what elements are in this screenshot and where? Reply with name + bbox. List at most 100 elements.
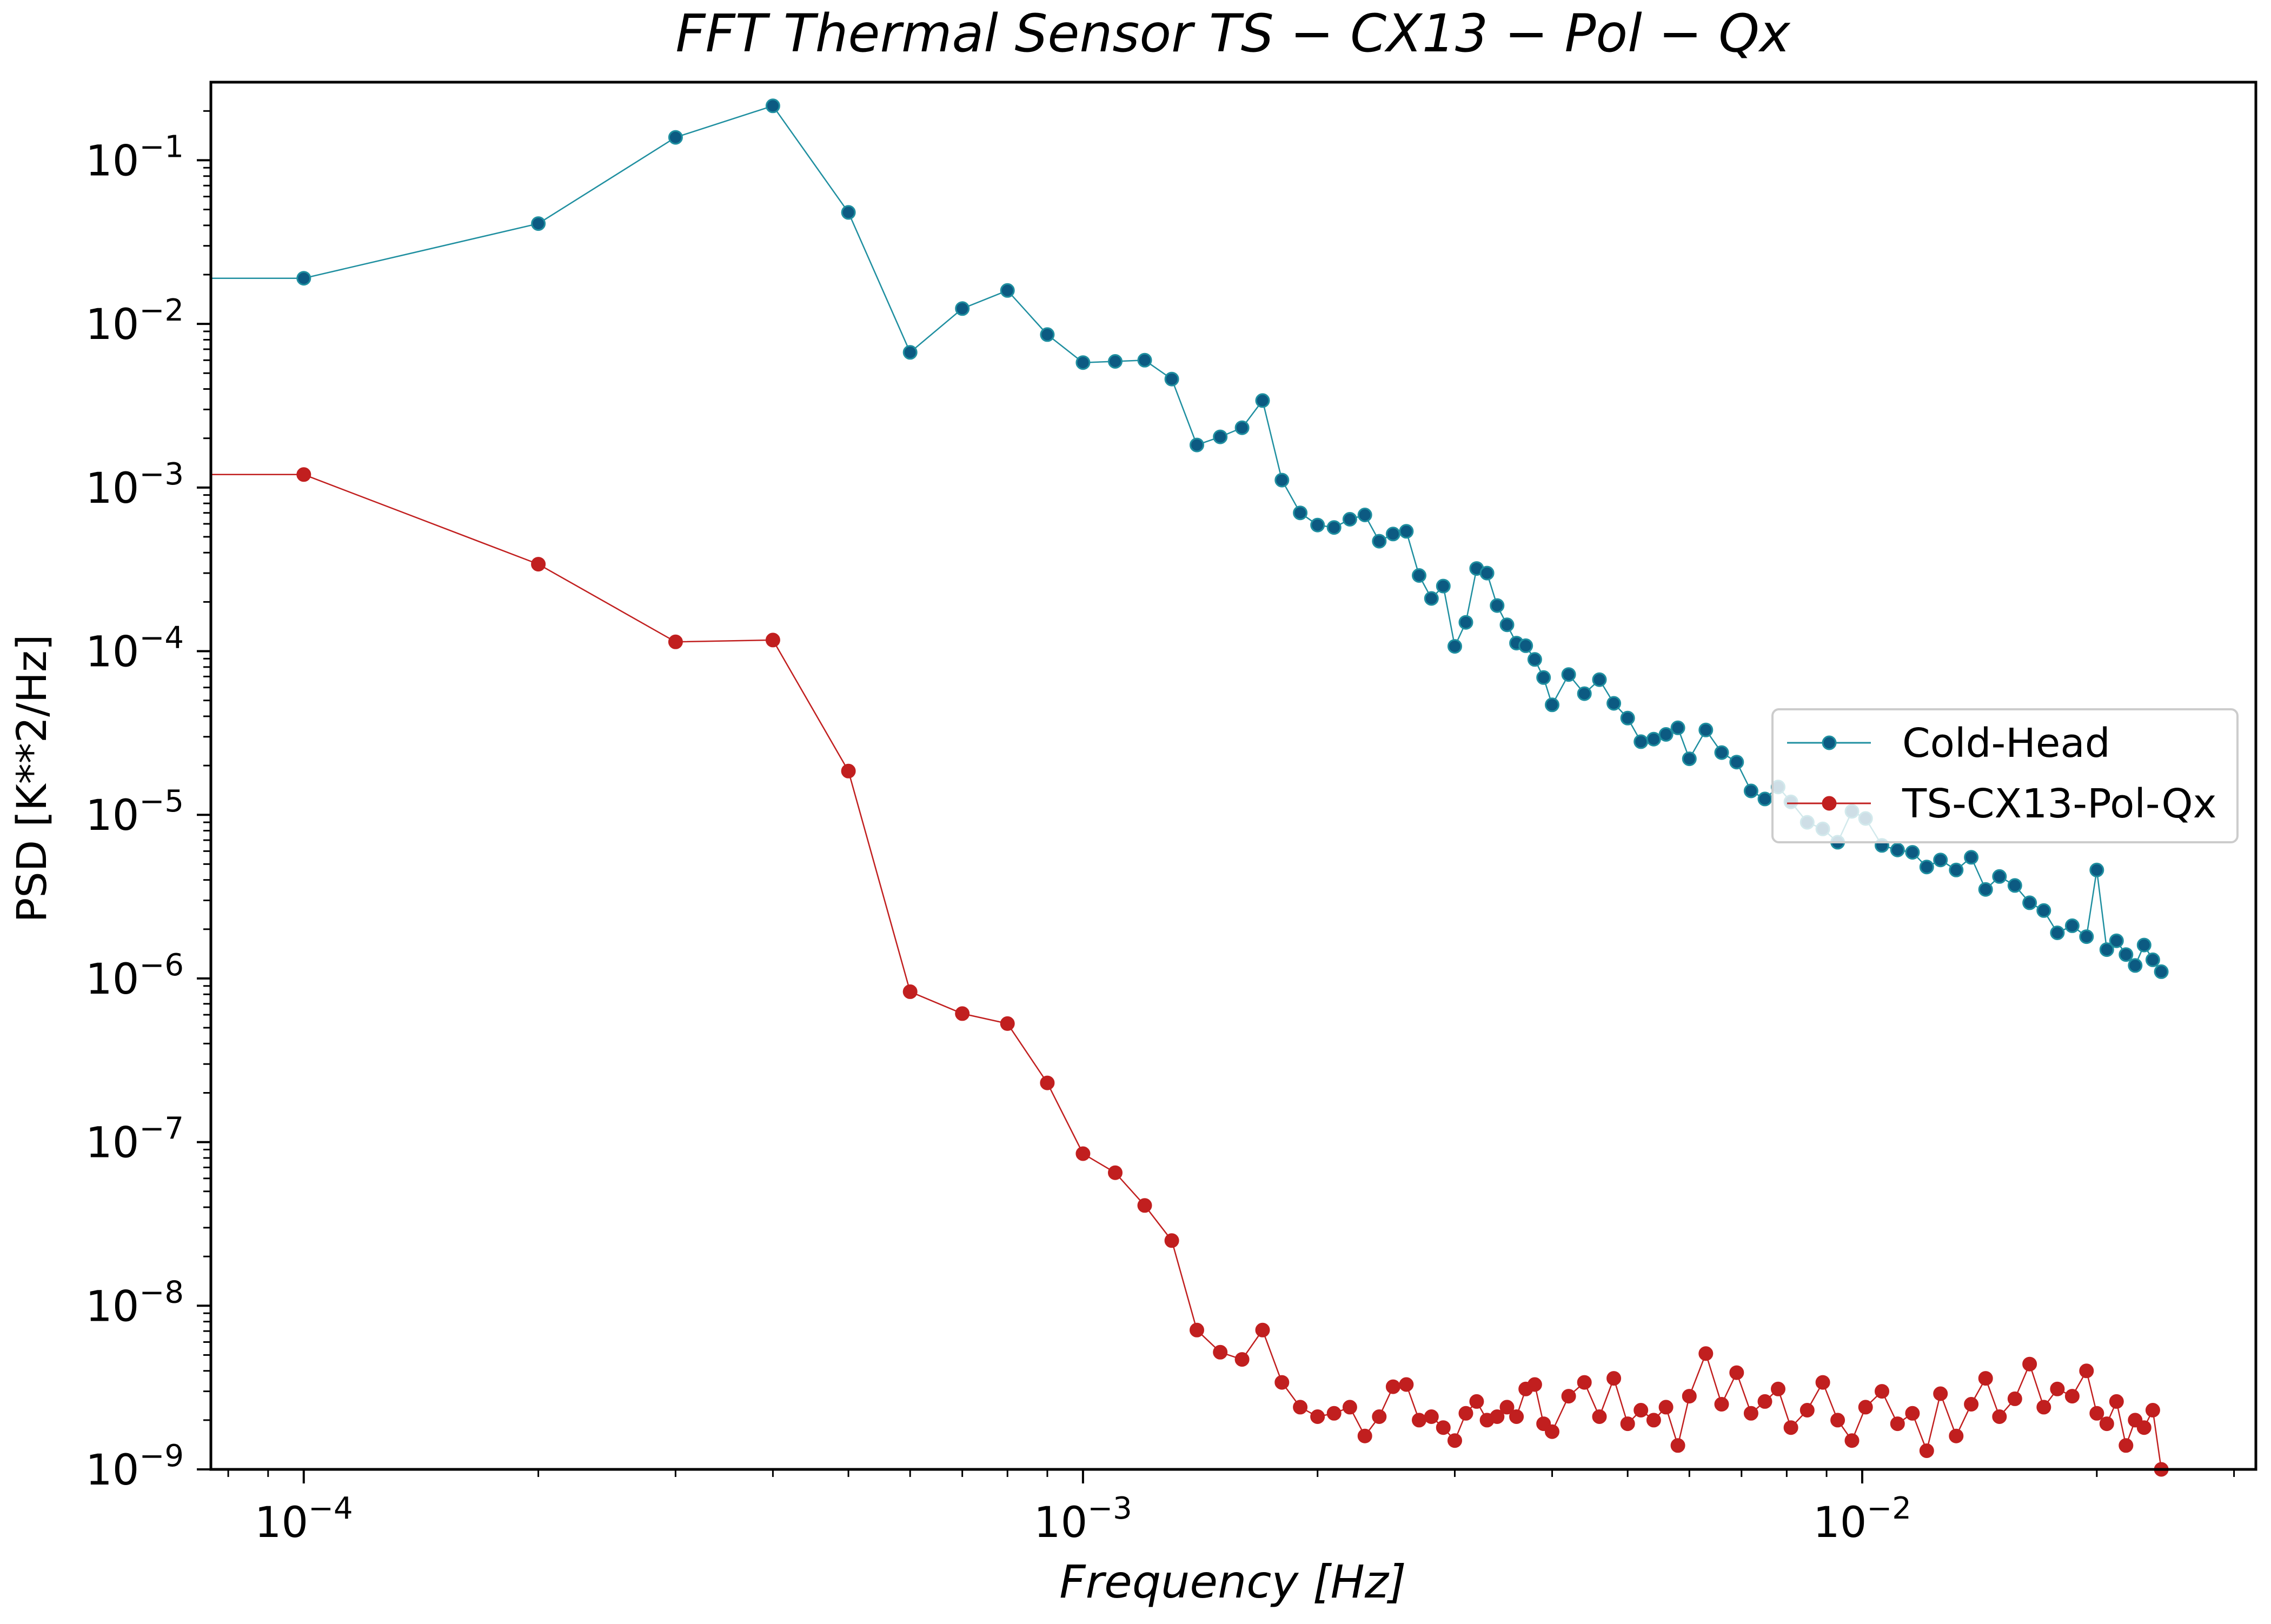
data-point: [1830, 1413, 1845, 1428]
legend-item: Cold-Head: [1787, 720, 2110, 767]
data-point: [1234, 420, 1250, 435]
data-point: [1633, 1403, 1649, 1417]
data-point: [1412, 568, 1426, 583]
data-point: [1342, 1400, 1357, 1415]
data-point: [2119, 1438, 2134, 1453]
data-point: [1527, 1377, 1542, 1392]
data-point: [1658, 727, 1674, 742]
data-point: [2119, 947, 2134, 962]
y-tick-label: 10−3: [85, 457, 184, 513]
data-point: [1436, 578, 1451, 594]
data-point: [1964, 1397, 1979, 1412]
data-point: [1561, 667, 1576, 682]
series-line: [211, 474, 2162, 1470]
data-point: [1255, 1322, 1270, 1337]
data-point: [1682, 751, 1697, 767]
data-point: [1978, 1371, 1993, 1386]
data-point: [1592, 672, 1607, 687]
data-point: [531, 216, 546, 231]
data-point: [296, 271, 311, 286]
data-point: [2145, 1403, 2160, 1417]
data-point: [1436, 1420, 1451, 1435]
data-point: [2089, 1406, 2104, 1421]
data-point: [1799, 1403, 1815, 1417]
data-point: [1783, 1420, 1798, 1435]
data-point: [1447, 639, 1462, 654]
data-point: [1698, 722, 1714, 737]
data-point: [1499, 617, 1515, 633]
data-point: [2099, 942, 2114, 957]
data-point: [841, 205, 856, 220]
data-point: [1342, 512, 1357, 527]
data-point: [1757, 791, 1772, 807]
data-point: [1670, 720, 1685, 735]
data-point: [1357, 508, 1372, 522]
data-point: [1729, 755, 1744, 770]
data-point: [1933, 1386, 1948, 1401]
data-point: [1919, 860, 1934, 875]
data-point: [1412, 1413, 1426, 1428]
data-point: [2007, 1391, 2022, 1406]
data-point: [1890, 842, 1905, 857]
data-point: [1399, 524, 1414, 539]
data-point: [841, 763, 856, 778]
ticks-layer: 10−4 10−3 10−2 10−1 10−2 10−3 10−4 10−5 10−6 10−7…: [85, 110, 2235, 1547]
y-tick-label: 10−5: [85, 784, 184, 840]
data-point: [1743, 1406, 1758, 1421]
data-point: [1137, 1198, 1152, 1213]
data-point: [2128, 958, 2143, 973]
data-point: [1372, 534, 1387, 549]
data-point: [1040, 1075, 1055, 1090]
y-tick-label: 10−9: [85, 1439, 184, 1495]
data-point: [1213, 1345, 1228, 1360]
data-point: [1964, 850, 1979, 865]
data-point: [1978, 882, 1993, 897]
x-axis-label: Frequency [Hz]: [1059, 1555, 1406, 1608]
data-point: [2136, 937, 2152, 953]
data-point: [1992, 869, 2007, 884]
data-point: [1424, 591, 1439, 606]
data-point: [1518, 638, 1533, 653]
y-tick-label: 10−2: [85, 293, 184, 349]
data-point: [1646, 1413, 1661, 1428]
data-point: [1771, 1381, 1785, 1396]
data-point: [1190, 437, 1204, 452]
data-point: [1620, 1416, 1635, 1432]
data-point: [2099, 1416, 2114, 1432]
data-point: [1577, 1375, 1592, 1390]
y-tick-label: 10−1: [85, 129, 184, 185]
data-point: [1729, 1365, 1744, 1380]
data-point: [2145, 952, 2160, 967]
data-point: [2109, 933, 2124, 948]
data-point: [2079, 1363, 2094, 1379]
legend-label: Cold-Head: [1902, 720, 2110, 767]
data-point: [1137, 352, 1152, 368]
data-point: [1490, 1409, 1505, 1424]
legend-label: TS-CX13-Pol-Qx: [1902, 781, 2216, 827]
data-point: [2109, 1394, 2124, 1409]
data-point: [2136, 1420, 2152, 1435]
data-point: [1815, 1375, 1830, 1390]
data-point: [2036, 1400, 2051, 1415]
data-point: [1592, 1409, 1607, 1424]
x-tick-label: 10−3: [1034, 1491, 1132, 1547]
chart-title: FFT Thermal Sensor TS − CX13 − Pol − Qx: [675, 3, 1791, 64]
data-point: [1040, 327, 1055, 342]
data-point: [1164, 371, 1179, 387]
data-point: [1108, 354, 1123, 369]
data-point: [2064, 918, 2080, 933]
data-point: [1844, 1433, 1860, 1448]
data-point: [1108, 1165, 1123, 1180]
legend-swatch-marker: [1822, 735, 1837, 750]
data-point: [1620, 710, 1635, 726]
data-point: [1357, 1428, 1372, 1443]
data-point: [1658, 1400, 1674, 1415]
data-point: [1714, 745, 1729, 760]
data-point: [1458, 615, 1473, 630]
data-point: [668, 634, 683, 649]
data-point: [1490, 598, 1505, 613]
x-tick-label: 10−2: [1813, 1491, 1911, 1547]
x-tick-label: 10−4: [255, 1491, 353, 1547]
data-point: [1310, 517, 1325, 533]
